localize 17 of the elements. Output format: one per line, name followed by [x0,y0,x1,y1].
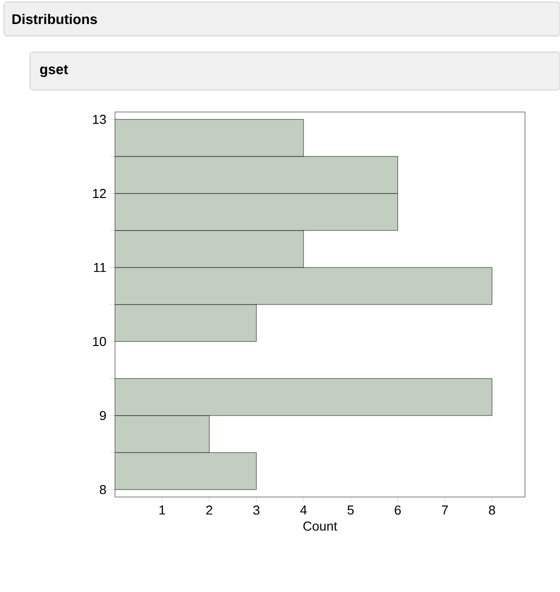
y-tick-label: 10 [92,336,106,346]
x-tick-label: 1 [159,506,166,514]
x-tick-label: 3 [253,506,260,515]
x-tick-label: 2 [206,506,212,515]
x-tick-label: 8 [488,506,495,515]
y-tick-label: 13 [92,114,106,124]
chart-title: Distributions [12,14,97,24]
x-tick-label: 5 [347,506,354,515]
y-tick-label: 9 [100,410,106,420]
y-tick-label: 12 [92,188,106,198]
y-tick-label: 8 [100,485,106,494]
x-axis-title: Count [303,522,338,531]
x-tick-label: 6 [394,506,401,515]
chart-subtitle: gset [40,64,68,78]
x-tick-label: 4 [300,506,307,514]
x-tick-label: 7 [442,506,448,514]
y-tick-label: 11 [94,263,106,272]
